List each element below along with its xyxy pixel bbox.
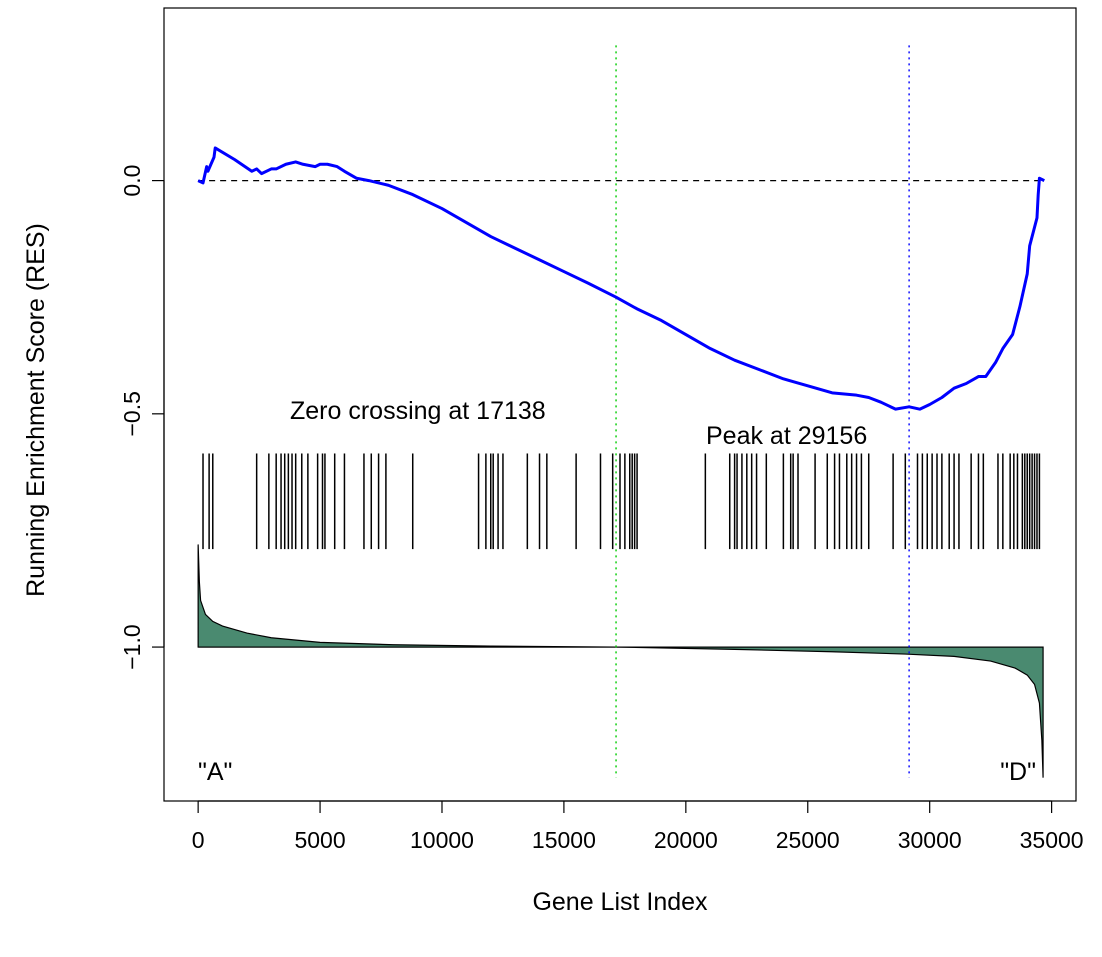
- x-tick-label: 15000: [532, 827, 596, 853]
- left-phenotype-label: "A": [198, 758, 232, 786]
- running-enrichment-line: [197, 146, 1045, 411]
- zero-crossing-label: Zero crossing at 17138: [290, 397, 546, 425]
- x-tick-label: 10000: [410, 827, 474, 853]
- x-tick-label: 5000: [294, 827, 345, 853]
- y-tick-label: 0.0: [119, 165, 145, 197]
- axes: 0 5000 10000 15000 20000 25000 30000 35000 0.0 −0…: [119, 7, 1084, 853]
- right-phenotype-label: "D": [1000, 758, 1036, 786]
- ranked-metric-area: [197, 544, 1044, 778]
- x-tick-label: 35000: [1020, 827, 1084, 853]
- plot-area: [197, 45, 1045, 778]
- y-tick-label: −0.5: [119, 391, 145, 436]
- x-tick-label: 30000: [898, 827, 962, 853]
- y-tick-label: −1.0: [119, 624, 145, 669]
- peak-label: Peak at 29156: [706, 422, 867, 450]
- x-tick-label: 0: [192, 827, 205, 853]
- x-tick-label: 25000: [776, 827, 840, 853]
- y-axis-title: Running Enrichment Score (RES): [22, 223, 50, 597]
- x-axis-title: Gene List Index: [532, 888, 708, 916]
- x-tick-label: 20000: [654, 827, 718, 853]
